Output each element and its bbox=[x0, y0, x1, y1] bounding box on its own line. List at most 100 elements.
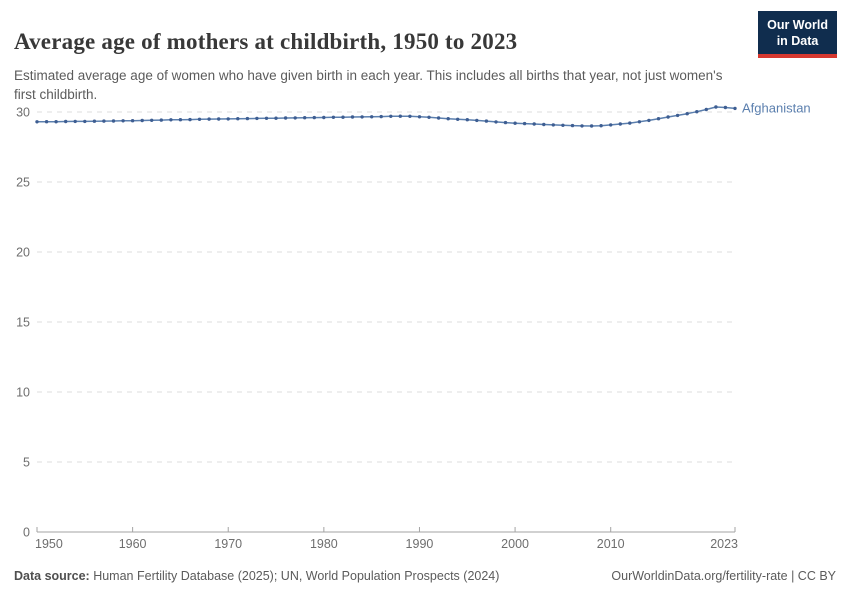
data-point-afghanistan-1990[interactable] bbox=[417, 115, 422, 119]
data-point-afghanistan-2011[interactable] bbox=[618, 122, 622, 126]
y-axis-label-20: 20 bbox=[16, 246, 30, 260]
data-point-afghanistan-1982[interactable] bbox=[341, 115, 345, 119]
x-axis-label-2010: 2010 bbox=[597, 537, 625, 551]
data-point-afghanistan-1986[interactable] bbox=[379, 114, 383, 119]
data-point-afghanistan-1965[interactable] bbox=[178, 118, 183, 122]
data-point-afghanistan-2017[interactable] bbox=[675, 113, 680, 118]
data-point-afghanistan-2004[interactable] bbox=[551, 123, 555, 127]
owid-logo-line2: in Data bbox=[776, 34, 819, 49]
data-point-afghanistan-1956[interactable] bbox=[92, 119, 97, 123]
data-point-afghanistan-1976[interactable] bbox=[283, 116, 288, 120]
data-point-afghanistan-1952[interactable] bbox=[54, 120, 58, 124]
data-point-afghanistan-1994[interactable] bbox=[456, 117, 460, 122]
data-point-afghanistan-1988[interactable] bbox=[398, 114, 402, 118]
data-point-afghanistan-1962[interactable] bbox=[150, 118, 154, 123]
data-point-afghanistan-2003[interactable] bbox=[542, 122, 546, 127]
data-point-afghanistan-1974[interactable] bbox=[264, 116, 269, 121]
data-point-afghanistan-1984[interactable] bbox=[360, 115, 364, 119]
data-point-afghanistan-1983[interactable] bbox=[350, 115, 355, 119]
data-point-afghanistan-1980[interactable] bbox=[322, 115, 326, 120]
x-axis-label-1990: 1990 bbox=[406, 537, 434, 551]
data-point-afghanistan-1975[interactable] bbox=[274, 116, 278, 120]
chart-subtitle: Estimated average age of women who have … bbox=[14, 67, 723, 102]
data-point-afghanistan-1961[interactable] bbox=[140, 118, 144, 123]
data-point-afghanistan-2014[interactable] bbox=[647, 118, 651, 123]
data-point-afghanistan-1969[interactable] bbox=[217, 117, 221, 121]
data-source-text: Human Fertility Database (2025); UN, Wor… bbox=[89, 569, 500, 583]
data-point-afghanistan-1953[interactable] bbox=[63, 119, 68, 124]
data-point-afghanistan-2009[interactable] bbox=[599, 124, 603, 128]
data-source-label: Data source: bbox=[14, 569, 90, 583]
data-point-afghanistan-1997[interactable] bbox=[484, 119, 489, 123]
data-point-afghanistan-2019[interactable] bbox=[695, 110, 699, 114]
data-point-afghanistan-2021[interactable] bbox=[714, 105, 718, 109]
x-axis-label-1950: 1950 bbox=[35, 537, 63, 551]
data-point-afghanistan-1964[interactable] bbox=[169, 118, 173, 122]
data-point-afghanistan-1978[interactable] bbox=[303, 116, 307, 120]
data-point-afghanistan-1968[interactable] bbox=[207, 117, 211, 121]
data-point-afghanistan-1971[interactable] bbox=[236, 117, 240, 121]
x-axis-label-1960: 1960 bbox=[119, 537, 147, 551]
page-title: Average age of mothers at childbirth, 19… bbox=[14, 29, 518, 55]
x-axis-label-2000: 2000 bbox=[501, 537, 529, 551]
data-point-afghanistan-1963[interactable] bbox=[159, 118, 163, 122]
x-axis-label-1980: 1980 bbox=[310, 537, 338, 551]
data-point-afghanistan-1996[interactable] bbox=[475, 118, 479, 123]
data-point-afghanistan-1959[interactable] bbox=[121, 119, 125, 123]
data-point-afghanistan-1972[interactable] bbox=[245, 116, 250, 121]
data-point-afghanistan-1981[interactable] bbox=[331, 115, 336, 120]
data-point-afghanistan-1992[interactable] bbox=[436, 116, 441, 120]
owid-link[interactable]: OurWorldinData.org/fertility-rate | CC B… bbox=[611, 569, 836, 583]
data-point-afghanistan-1999[interactable] bbox=[503, 120, 508, 125]
y-axis-label-25: 25 bbox=[16, 176, 30, 190]
data-point-afghanistan-2008[interactable] bbox=[589, 124, 594, 128]
data-point-afghanistan-1995[interactable] bbox=[465, 118, 469, 122]
data-point-afghanistan-2012[interactable] bbox=[628, 121, 632, 125]
data-point-afghanistan-2000[interactable] bbox=[513, 121, 517, 125]
data-source-note: Data source: Human Fertility Database (2… bbox=[14, 569, 499, 583]
data-point-afghanistan-1979[interactable] bbox=[312, 115, 316, 120]
data-point-afghanistan-1987[interactable] bbox=[389, 114, 393, 119]
data-point-afghanistan-1954[interactable] bbox=[73, 119, 77, 124]
data-point-afghanistan-2013[interactable] bbox=[637, 120, 642, 124]
y-axis-label-15: 15 bbox=[16, 316, 30, 330]
y-axis-label-10: 10 bbox=[16, 386, 30, 400]
data-point-afghanistan-2018[interactable] bbox=[685, 112, 689, 116]
data-point-afghanistan-1985[interactable] bbox=[370, 115, 374, 119]
data-point-afghanistan-1957[interactable] bbox=[102, 119, 106, 123]
data-point-afghanistan-2005[interactable] bbox=[561, 123, 565, 128]
data-point-afghanistan-1989[interactable] bbox=[408, 114, 412, 119]
data-point-afghanistan-2020[interactable] bbox=[704, 107, 708, 112]
data-point-afghanistan-1967[interactable] bbox=[197, 117, 202, 122]
data-point-afghanistan-2010[interactable] bbox=[609, 123, 613, 127]
data-point-afghanistan-1970[interactable] bbox=[226, 117, 230, 121]
data-point-afghanistan-2006[interactable] bbox=[570, 123, 575, 128]
y-axis-label-30: 30 bbox=[16, 106, 30, 120]
x-axis-label-1970: 1970 bbox=[214, 537, 242, 551]
data-point-afghanistan-1955[interactable] bbox=[83, 119, 87, 124]
data-point-afghanistan-2001[interactable] bbox=[522, 121, 527, 126]
y-axis-label-5: 5 bbox=[23, 456, 30, 470]
data-point-afghanistan-1993[interactable] bbox=[446, 117, 450, 121]
owid-logo[interactable]: Our World in Data bbox=[758, 11, 837, 58]
x-axis-label-2023: 2023 bbox=[710, 537, 738, 551]
owid-logo-line1: Our World bbox=[767, 18, 828, 32]
data-point-afghanistan-2007[interactable] bbox=[580, 124, 584, 128]
data-point-afghanistan-1998[interactable] bbox=[494, 120, 498, 124]
data-point-afghanistan-2016[interactable] bbox=[666, 115, 670, 119]
data-point-afghanistan-1973[interactable] bbox=[255, 116, 259, 121]
data-point-afghanistan-1950[interactable] bbox=[35, 120, 39, 124]
data-point-afghanistan-2015[interactable] bbox=[656, 117, 661, 121]
data-point-afghanistan-1966[interactable] bbox=[188, 117, 192, 122]
data-point-afghanistan-2022[interactable] bbox=[723, 105, 728, 110]
data-point-afghanistan-2023[interactable] bbox=[733, 106, 737, 111]
data-point-afghanistan-1951[interactable] bbox=[44, 120, 49, 124]
data-point-afghanistan-1960[interactable] bbox=[130, 119, 135, 123]
entity-label-afghanistan[interactable]: Afghanistan bbox=[742, 100, 811, 115]
data-point-afghanistan-2002[interactable] bbox=[532, 122, 536, 126]
data-point-afghanistan-1991[interactable] bbox=[427, 115, 431, 120]
data-point-afghanistan-1958[interactable] bbox=[111, 119, 116, 123]
data-point-afghanistan-1977[interactable] bbox=[293, 116, 297, 120]
